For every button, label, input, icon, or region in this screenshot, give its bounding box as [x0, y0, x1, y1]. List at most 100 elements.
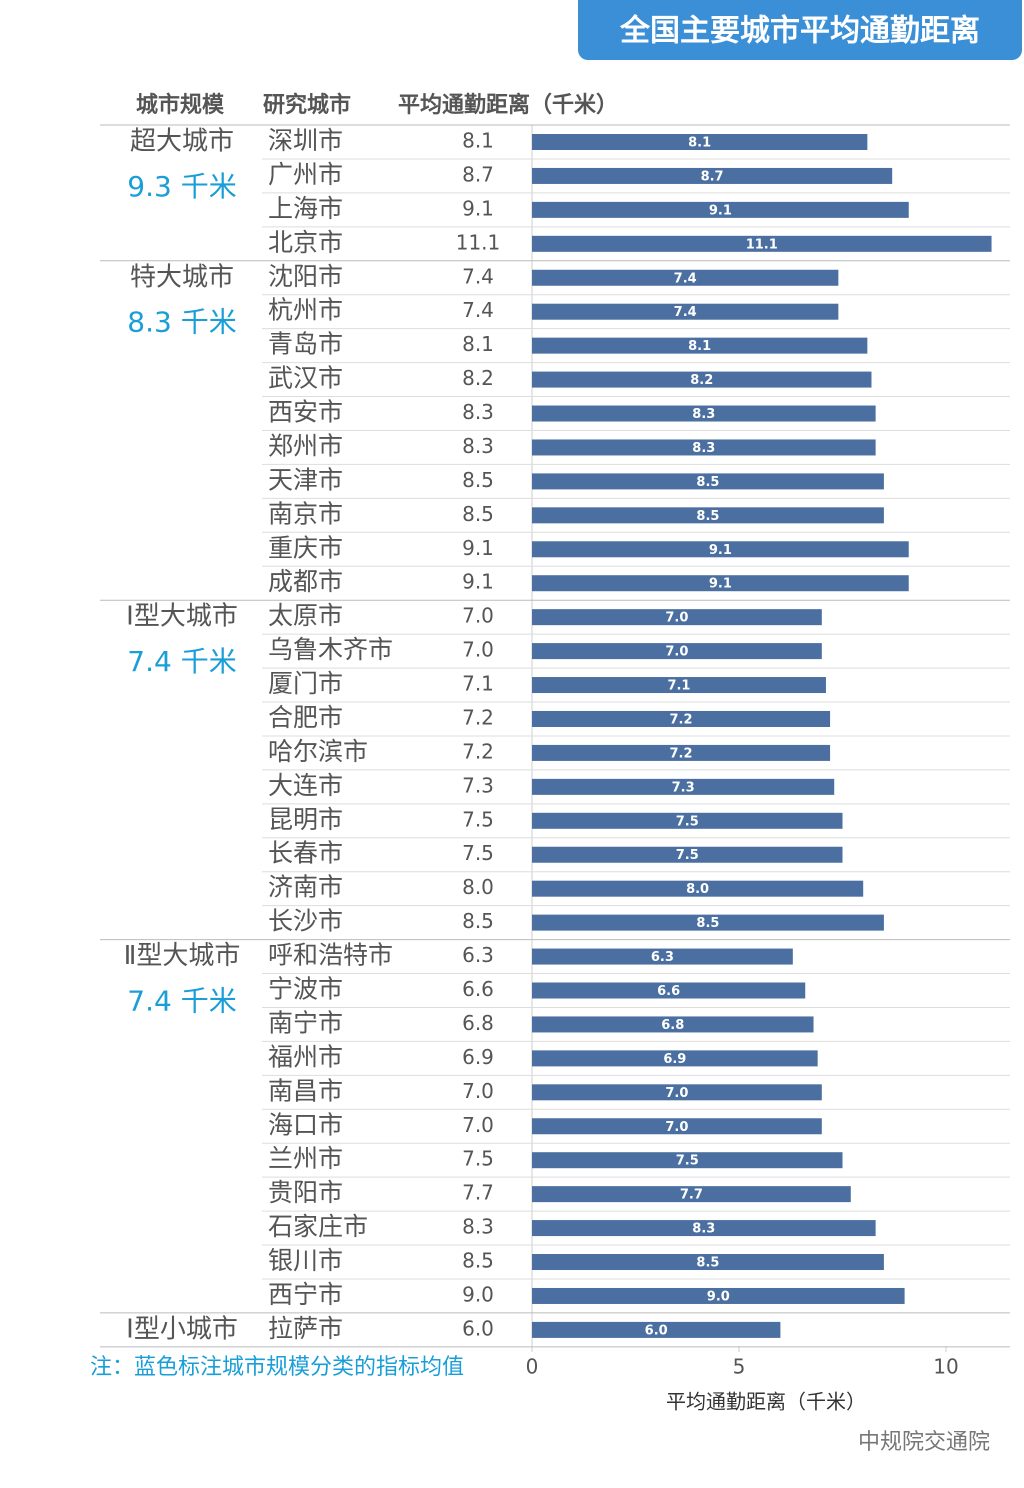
x-tick-label: 0	[526, 1355, 539, 1379]
group-name: 超大城市	[130, 127, 234, 157]
chart-title: 全国主要城市平均通勤距离	[619, 14, 980, 49]
bar-label: 7.1	[667, 679, 690, 694]
bar	[532, 948, 793, 965]
bar-label: 6.6	[657, 984, 680, 999]
city-name: 厦门市	[268, 669, 343, 698]
bar	[532, 643, 822, 660]
x-tick-label: 10	[933, 1355, 958, 1379]
group-average: 8.3 千米	[127, 306, 236, 339]
bar-label: 9.0	[707, 1289, 730, 1304]
bar	[532, 1118, 822, 1135]
bar-label: 7.4	[674, 305, 697, 320]
bar	[532, 1084, 822, 1101]
bar-label: 7.5	[676, 848, 699, 863]
table-value: 7.5	[462, 841, 494, 865]
group-name: Ⅰ型小城市	[126, 1314, 238, 1344]
table-value: 8.1	[462, 129, 494, 153]
city-name: 武汉市	[268, 364, 343, 393]
table-value: 8.1	[462, 332, 494, 356]
city-name: 深圳市	[268, 126, 343, 155]
bar-label: 8.5	[696, 475, 719, 490]
table-value: 6.3	[462, 943, 494, 967]
table-value: 8.3	[462, 400, 494, 424]
city-name: 青岛市	[268, 330, 343, 359]
bar-label: 8.7	[701, 169, 724, 184]
city-name: 宁波市	[268, 975, 343, 1004]
group-average: 7.4 千米	[127, 645, 236, 678]
city-name: 哈尔滨市	[268, 737, 368, 766]
bar-label: 8.5	[696, 916, 719, 931]
table-value: 9.1	[462, 196, 494, 220]
bar	[532, 812, 843, 829]
bar	[532, 439, 876, 456]
bar	[532, 1321, 781, 1338]
bar-label: 8.5	[696, 509, 719, 524]
city-name: 成都市	[268, 567, 343, 596]
bar-label: 7.3	[672, 780, 695, 795]
city-name: 石家庄市	[268, 1212, 368, 1241]
city-name: 南昌市	[268, 1076, 343, 1105]
bar	[532, 1186, 851, 1203]
city-name: 西安市	[268, 398, 343, 427]
bar-label: 6.3	[651, 950, 674, 965]
bar	[532, 880, 864, 897]
bar-label: 8.3	[692, 407, 715, 422]
city-name: 沈阳市	[268, 262, 343, 291]
bar-label: 6.0	[645, 1323, 668, 1338]
x-axis-label: 平均通勤距离（千米）	[666, 1390, 866, 1414]
bar	[532, 1016, 814, 1033]
group-average: 9.3 千米	[127, 170, 236, 203]
bar-label: 7.5	[676, 814, 699, 829]
bar-label: 9.1	[709, 577, 732, 592]
table-value: 7.2	[462, 739, 494, 763]
bar	[532, 982, 806, 999]
bar-label: 8.3	[692, 441, 715, 456]
table-value: 9.1	[462, 536, 494, 560]
bar	[532, 303, 839, 320]
bar	[532, 1254, 884, 1271]
bar-label: 7.7	[680, 1188, 703, 1203]
city-name: 西宁市	[268, 1280, 343, 1309]
bar-label: 7.2	[670, 746, 693, 761]
group-average: 7.4 千米	[127, 984, 236, 1017]
table-value: 8.0	[462, 875, 494, 899]
city-name: 太原市	[268, 601, 343, 630]
bar-label: 8.3	[692, 1222, 715, 1237]
bar	[532, 914, 884, 931]
table-value: 7.5	[462, 1147, 494, 1171]
city-name: 北京市	[268, 228, 343, 257]
table-value: 7.0	[462, 1113, 494, 1137]
table-value: 6.6	[462, 977, 494, 1001]
bar-label: 7.0	[665, 611, 688, 626]
table-value: 11.1	[456, 230, 501, 254]
table-value: 8.5	[462, 502, 494, 526]
city-name: 济南市	[268, 873, 343, 902]
bar-label: 11.1	[746, 237, 778, 252]
table-value: 9.0	[462, 1282, 494, 1306]
table-value: 7.2	[462, 705, 494, 729]
bar	[532, 710, 831, 727]
city-name: 呼和浩特市	[268, 941, 393, 970]
bar	[532, 778, 835, 795]
city-name: 乌鲁木齐市	[268, 635, 393, 664]
bar	[532, 201, 909, 218]
bar	[532, 677, 826, 694]
city-name: 兰州市	[268, 1144, 343, 1173]
bar	[532, 575, 909, 592]
column-header: 城市规模	[136, 92, 225, 118]
note: 注：蓝色标注城市规模分类的指标均值	[90, 1355, 464, 1380]
bar-label: 8.1	[688, 339, 711, 354]
bar-label: 7.4	[674, 271, 697, 286]
city-name: 重庆市	[268, 533, 343, 562]
city-name: 长春市	[268, 839, 343, 868]
city-name: 杭州市	[268, 296, 343, 325]
bar	[532, 235, 992, 252]
table-value: 7.0	[462, 604, 494, 628]
bar	[532, 507, 884, 524]
bar	[532, 134, 868, 150]
bar-label: 8.0	[686, 882, 709, 897]
table-value: 7.4	[462, 298, 494, 322]
bar-label: 9.1	[709, 203, 732, 218]
bar	[532, 609, 822, 626]
